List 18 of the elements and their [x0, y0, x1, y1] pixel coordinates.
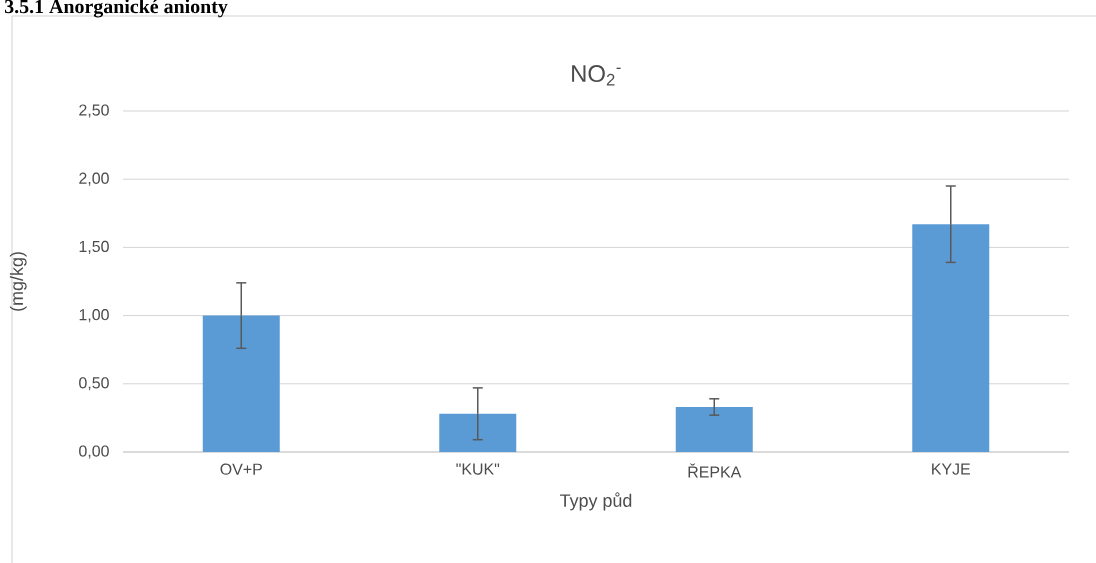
x-tick-label: OV+P [220, 463, 262, 475]
x-axis-title: Typy půd [560, 492, 632, 511]
bar [202, 315, 280, 452]
bar [912, 224, 990, 452]
y-tick-label: 2,50 [79, 104, 109, 118]
y-tick-label: 0,00 [79, 445, 109, 459]
bar [675, 406, 753, 452]
x-tick-label: KYJE [932, 463, 971, 475]
x-tick-label: ŘEPKA [688, 463, 742, 478]
y-tick-label: 1,50 [79, 240, 109, 254]
y-tick-label: 2,00 [79, 172, 109, 186]
y-tick-label: 1,00 [79, 309, 109, 323]
y-tick-label: 0,50 [79, 377, 109, 391]
chart-title: NO$_{2}$- [572, 65, 621, 86]
y-axis-title: (mg/kg) [9, 252, 27, 311]
bar [439, 413, 517, 452]
text: 3.5.1 Anorganické anionty [4, 0, 228, 18]
x-tick-label: "KUK" [456, 463, 500, 475]
